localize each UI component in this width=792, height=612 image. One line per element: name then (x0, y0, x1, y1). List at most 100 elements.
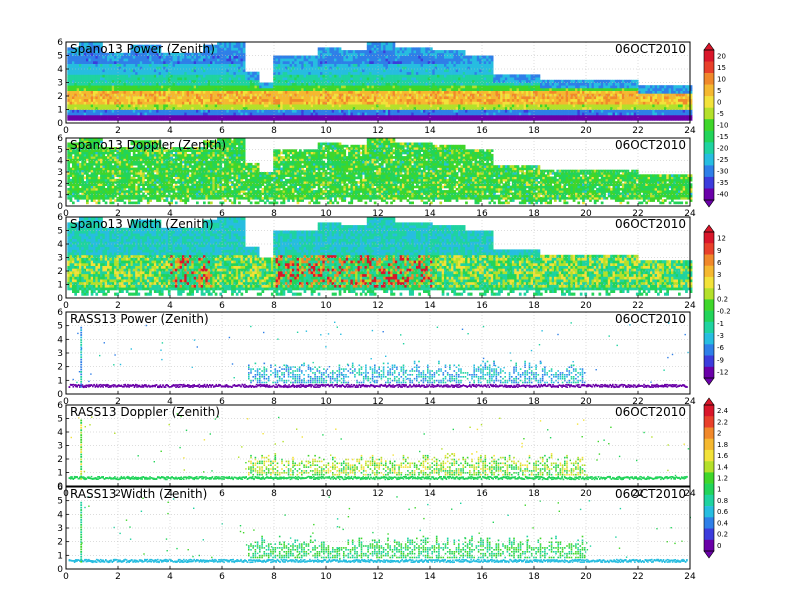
heatmap-cell (121, 85, 124, 88)
heatmap-cell (479, 118, 482, 121)
heatmap-cell (521, 77, 524, 80)
heatmap-cell (491, 104, 494, 107)
heatmap-cell (121, 101, 124, 104)
heatmap-cell (205, 96, 208, 99)
heatmap-cell (444, 110, 447, 113)
heatmap-cell (407, 74, 410, 77)
heatmap-cell (95, 118, 98, 121)
heatmap-cell (388, 118, 391, 121)
heatmap-cell (327, 99, 330, 102)
heatmap-cell (273, 74, 276, 77)
heatmap-cell (243, 58, 246, 61)
heatmap-cell (320, 115, 323, 118)
heatmap-cell (194, 115, 197, 118)
heatmap-cell (191, 61, 194, 64)
heatmap-cell (437, 112, 440, 115)
heatmap-cell (332, 110, 335, 113)
heatmap-cell (156, 69, 159, 72)
heatmap-cell (187, 88, 190, 91)
heatmap-cell (425, 99, 428, 102)
heatmap-cell (119, 99, 122, 102)
heatmap-cell (208, 101, 211, 104)
heatmap-cell (219, 91, 222, 94)
heatmap-cell (388, 50, 391, 53)
heatmap-cell (304, 69, 307, 72)
heatmap-cell (236, 88, 239, 91)
heatmap-cell (449, 83, 452, 86)
heatmap-cell (88, 96, 91, 99)
heatmap-cell (388, 56, 391, 59)
heatmap-cell (187, 112, 190, 115)
heatmap-cell (365, 104, 368, 107)
heatmap-cell (86, 77, 89, 80)
heatmap-cell (372, 69, 375, 72)
heatmap-cell (327, 112, 330, 115)
heatmap-cell (177, 69, 180, 72)
heatmap-cell (334, 112, 337, 115)
heatmap-cell (465, 115, 468, 118)
heatmap-cell (360, 96, 363, 99)
heatmap-cell (500, 96, 503, 99)
heatmap-cell (250, 77, 253, 80)
heatmap-cell (233, 72, 236, 75)
heatmap-cell (257, 74, 260, 77)
heatmap-cell (219, 85, 222, 88)
heatmap-cell (294, 118, 297, 121)
heatmap-cell (430, 56, 433, 59)
heatmap-cell (250, 112, 253, 115)
heatmap-cell (444, 112, 447, 115)
heatmap-cell (135, 58, 138, 61)
heatmap-cell (180, 69, 183, 72)
heatmap-cell (231, 91, 234, 94)
heatmap-cell (280, 96, 283, 99)
heatmap-cell (280, 112, 283, 115)
heatmap-cell (332, 115, 335, 118)
heatmap-cell (381, 69, 384, 72)
heatmap-cell (154, 91, 157, 94)
heatmap-cell (449, 74, 452, 77)
heatmap-cell (210, 74, 213, 77)
heatmap-cell (306, 96, 309, 99)
heatmap-cell (166, 115, 169, 118)
heatmap-cell (276, 118, 279, 121)
heatmap-cell (360, 69, 363, 72)
heatmap-cell (102, 74, 105, 77)
heatmap-cell (98, 83, 101, 86)
heatmap-cell (184, 110, 187, 113)
heatmap-cell (241, 101, 244, 104)
heatmap-cell (292, 69, 295, 72)
heatmap-cell (372, 85, 375, 88)
heatmap-cell (306, 99, 309, 102)
heatmap-cell (149, 61, 152, 64)
heatmap-cell (418, 104, 421, 107)
heatmap-cell (353, 88, 356, 91)
heatmap-cell (166, 118, 169, 121)
heatmap-cell (362, 77, 365, 80)
heatmap-cell (215, 56, 218, 59)
heatmap-cell (126, 88, 129, 91)
heatmap-cell (177, 72, 180, 75)
heatmap-cell (238, 101, 241, 104)
heatmap-cell (280, 61, 283, 64)
heatmap-cell (383, 96, 386, 99)
heatmap-cell (346, 104, 349, 107)
heatmap-cell (156, 118, 159, 121)
heatmap-cell (315, 96, 318, 99)
heatmap-cell (77, 74, 80, 77)
heatmap-cell (133, 91, 136, 94)
heatmap-cell (421, 107, 424, 110)
heatmap-cell (236, 72, 239, 75)
heatmap-cell (381, 91, 384, 94)
heatmap-cell (315, 101, 318, 104)
heatmap-cell (528, 99, 531, 102)
heatmap-cell (276, 56, 279, 59)
heatmap-cell (70, 69, 73, 72)
heatmap-cell (133, 101, 136, 104)
heatmap-cell (145, 112, 148, 115)
heatmap-cell (219, 56, 222, 59)
heatmap-cell (348, 110, 351, 113)
heatmap-cell (79, 77, 82, 80)
heatmap-cell (531, 115, 534, 118)
heatmap-cell (140, 74, 143, 77)
heatmap-cell (191, 88, 194, 91)
